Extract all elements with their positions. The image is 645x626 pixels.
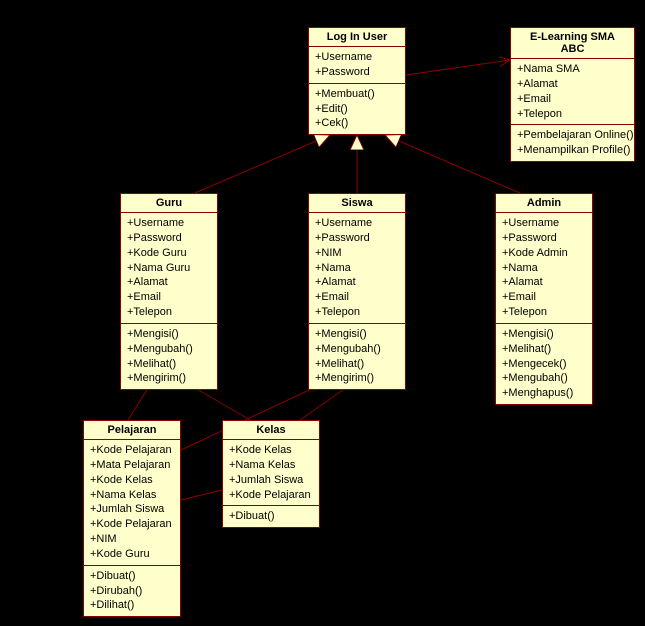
class-attributes: +Username+Password+Kode Guru+Nama Guru+A…	[121, 213, 217, 324]
class-operation: +Dibuat()	[229, 509, 313, 524]
class-operation: +Menghapus()	[502, 386, 586, 401]
class-attribute: +Password	[502, 231, 586, 246]
class-operations: +Pembelajaran Online()+Menampilkan Profi…	[511, 125, 634, 161]
class-operation: +Mengirim()	[315, 371, 399, 386]
class-attributes: +Username+Password	[309, 47, 405, 84]
class-pelajaran: Pelajaran+Kode Pelajaran+Mata Pelajaran+…	[83, 420, 181, 617]
class-operations: +Dibuat()+Dirubah()+Dilihat()	[84, 566, 180, 617]
class-title: Admin	[496, 194, 592, 213]
edge-pelajaran-kelas	[181, 490, 222, 500]
class-attribute: +Jumlah Siswa	[90, 502, 174, 517]
class-attribute: +Nama Guru	[127, 261, 211, 276]
class-operation: +Cek()	[315, 116, 399, 131]
class-guru: Guru+Username+Password+Kode Guru+Nama Gu…	[120, 193, 218, 390]
class-attributes: +Kode Pelajaran+Mata Pelajaran+Kode Kela…	[84, 440, 180, 566]
class-siswa: Siswa+Username+Password+NIM+Nama+Alamat+…	[308, 193, 406, 390]
class-operation: +Mengubah()	[127, 342, 211, 357]
class-attribute: +Kode Guru	[127, 246, 211, 261]
class-attribute: +Nama	[502, 261, 586, 276]
class-attribute: +Kode Kelas	[90, 473, 174, 488]
class-attribute: +Telepon	[127, 305, 211, 320]
class-attribute: +Kode Pelajaran	[90, 517, 174, 532]
class-attribute: +Telepon	[517, 107, 628, 122]
class-title: Guru	[121, 194, 217, 213]
class-attribute: +Password	[127, 231, 211, 246]
class-operations: +Mengisi()+Mengubah()+Melihat()+Mengirim…	[121, 324, 217, 389]
class-operation: +Mengisi()	[315, 327, 399, 342]
class-attribute: +Telepon	[315, 305, 399, 320]
class-operation: +Pembelajaran Online()	[517, 128, 628, 143]
class-attribute: +Email	[517, 92, 628, 107]
class-attribute: +Email	[127, 290, 211, 305]
class-attribute: +Password	[315, 65, 399, 80]
class-operation: +Mengisi()	[127, 327, 211, 342]
class-title: Siswa	[309, 194, 405, 213]
class-attribute: +Kode Pelajaran	[90, 443, 174, 458]
class-elearning: E-Learning SMA ABC+Nama SMA+Alamat+Email…	[510, 27, 635, 162]
class-operation: +Mengecek()	[502, 357, 586, 372]
class-attribute: +Nama Kelas	[229, 458, 313, 473]
class-operation: +Melihat()	[315, 357, 399, 372]
class-attribute: +Jumlah Siswa	[229, 473, 313, 488]
class-attributes: +Username+Password+Kode Admin+Nama+Alama…	[496, 213, 592, 324]
class-title: E-Learning SMA ABC	[511, 28, 634, 59]
class-title: Pelajaran	[84, 421, 180, 440]
class-attribute: +Kode Admin	[502, 246, 586, 261]
class-attribute: +Password	[315, 231, 399, 246]
class-operation: +Dibuat()	[90, 569, 174, 584]
class-kelas: Kelas+Kode Kelas+Nama Kelas+Jumlah Siswa…	[222, 420, 320, 528]
class-operations: +Mengisi()+Mengubah()+Melihat()+Mengirim…	[309, 324, 405, 389]
class-attribute: +Alamat	[315, 275, 399, 290]
class-attribute: +Alamat	[502, 275, 586, 290]
class-attribute: +Alamat	[517, 77, 628, 92]
class-attributes: +Kode Kelas+Nama Kelas+Jumlah Siswa+Kode…	[223, 440, 319, 506]
class-attribute: +Kode Pelajaran	[229, 488, 313, 503]
class-operation: +Melihat()	[502, 342, 586, 357]
class-attributes: +Nama SMA+Alamat+Email+Telepon	[511, 59, 634, 125]
class-admin: Admin+Username+Password+Kode Admin+Nama+…	[495, 193, 593, 405]
class-operation: +Dirubah()	[90, 584, 174, 599]
class-operation: +Edit()	[315, 102, 399, 117]
class-attribute: +Username	[315, 216, 399, 231]
class-attribute: +Username	[315, 50, 399, 65]
edge-admin-login	[385, 135, 520, 193]
class-attribute: +Telepon	[502, 305, 586, 320]
class-attributes: +Username+Password+NIM+Nama+Alamat+Email…	[309, 213, 405, 324]
class-operation: +Mengubah()	[502, 371, 586, 386]
class-operation: +Melihat()	[127, 357, 211, 372]
edge-guru-login	[195, 135, 330, 193]
class-attribute: +Username	[502, 216, 586, 231]
edge-login-elearning	[406, 60, 510, 75]
class-attribute: +Username	[127, 216, 211, 231]
class-attribute: +Alamat	[127, 275, 211, 290]
class-operation: +Mengisi()	[502, 327, 586, 342]
class-operations: +Mengisi()+Melihat()+Mengecek()+Mengubah…	[496, 324, 592, 404]
class-operation: +Mengubah()	[315, 342, 399, 357]
class-attribute: +Email	[502, 290, 586, 305]
class-login: Log In User+Username+Password+Membuat()+…	[308, 27, 406, 135]
class-attribute: +Email	[315, 290, 399, 305]
class-operation: +Membuat()	[315, 87, 399, 102]
class-title: Log In User	[309, 28, 405, 47]
class-operations: +Membuat()+Edit()+Cek()	[309, 84, 405, 135]
class-attribute: +NIM	[90, 532, 174, 547]
class-operation: +Menampilkan Profile()	[517, 143, 628, 158]
class-attribute: +Kode Kelas	[229, 443, 313, 458]
class-attribute: +Nama Kelas	[90, 488, 174, 503]
class-attribute: +Kode Guru	[90, 547, 174, 562]
uml-canvas: Log In User+Username+Password+Membuat()+…	[0, 0, 645, 626]
class-operations: +Dibuat()	[223, 506, 319, 527]
class-attribute: +Nama	[315, 261, 399, 276]
class-operation: +Mengirim()	[127, 371, 211, 386]
class-attribute: +Nama SMA	[517, 62, 628, 77]
class-operation: +Dilihat()	[90, 598, 174, 613]
class-title: Kelas	[223, 421, 319, 440]
class-attribute: +Mata Pelajaran	[90, 458, 174, 473]
class-attribute: +NIM	[315, 246, 399, 261]
